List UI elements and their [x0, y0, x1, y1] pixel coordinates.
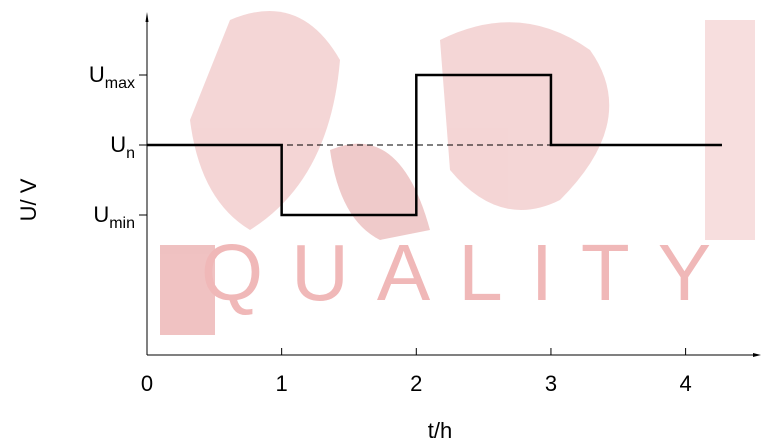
y-tick-label-base: U	[110, 132, 126, 157]
x-axis-arrow	[753, 353, 761, 357]
y-tick-label-base: U	[93, 202, 109, 227]
x-tick-label: 1	[276, 371, 288, 396]
watermark-text: QUALITY	[201, 228, 739, 317]
y-axis-label: U/ V	[16, 178, 41, 221]
watermark-stroke	[440, 22, 609, 210]
y-tick-label-subscript: max	[105, 75, 135, 92]
watermark-block	[705, 20, 755, 240]
watermark-stroke	[330, 144, 430, 240]
x-tick-label: 3	[545, 371, 557, 396]
y-tick-label-base: U	[89, 62, 105, 87]
watermark-stroke	[190, 11, 340, 230]
y-tick-label-subscript: min	[109, 215, 135, 232]
y-axis-arrow	[146, 12, 149, 22]
y-tick-label: Un	[110, 132, 135, 162]
x-tick-label: 2	[410, 371, 422, 396]
y-tick-label: Umin	[93, 202, 135, 232]
x-tick-label: 0	[141, 371, 153, 396]
x-axis-label: t/h	[428, 418, 452, 443]
y-tick-label-subscript: n	[126, 145, 135, 162]
x-tick-label: 4	[679, 371, 691, 396]
y-tick-label: Umax	[89, 62, 135, 92]
chart: QUALITY t/h U/ V 01234UminUnUmax	[0, 0, 761, 446]
